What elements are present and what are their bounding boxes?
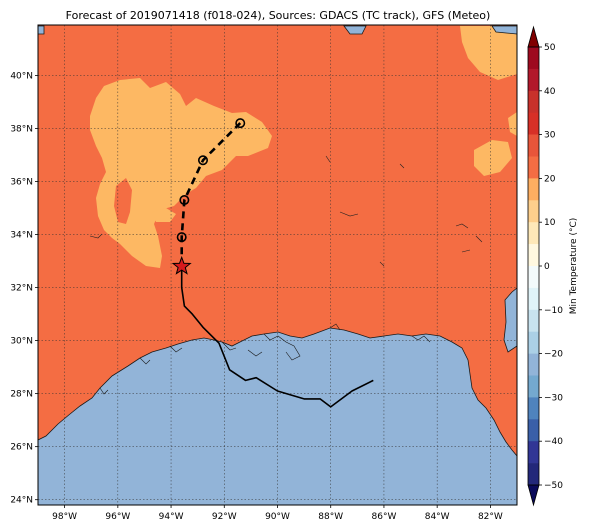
- colorbar-level: [528, 47, 539, 70]
- lat-tick-label: 28°N: [10, 390, 33, 400]
- colorbar-level: [528, 156, 539, 179]
- colorbar-level: [528, 441, 539, 464]
- figure-title: Forecast of 2019071418 (f018-024), Sourc…: [66, 9, 491, 22]
- colorbar-level: [528, 287, 539, 311]
- current-position-star-icon: [171, 255, 192, 275]
- colorbar-tick-label: −10: [544, 306, 563, 316]
- western-lake: [38, 25, 45, 35]
- lat-tick-label: 26°N: [10, 443, 33, 453]
- lat-tick-label: 24°N: [10, 496, 33, 506]
- colorbar-level: [528, 222, 539, 245]
- forecast-positions: [176, 118, 246, 243]
- colorbar-over-arrow-icon: [527, 25, 540, 48]
- colorbar-level: [528, 68, 539, 92]
- colorbar-level: [528, 331, 539, 354]
- colorbar-tick-label: 40: [544, 87, 556, 97]
- temperature-colorbar: 50 40 30 20 10 0 −10 −20 −30 −40 −50: [527, 25, 563, 507]
- lat-tick-label: 30°N: [10, 337, 33, 347]
- lat-tick-label: 34°N: [10, 231, 33, 241]
- colorbar-level: [528, 266, 539, 289]
- colorbar-tick-label: 30: [544, 131, 556, 141]
- graticule: [38, 25, 517, 505]
- colorbar-level: [528, 375, 539, 398]
- colorbar-tick-label: 50: [544, 43, 556, 53]
- lon-tick-label: 92°W: [212, 512, 237, 522]
- forecast-position-marker: [197, 155, 208, 166]
- forecast-position-marker: [235, 118, 246, 129]
- mild-temperature-region-north: [90, 78, 272, 268]
- lat-tick-label: 32°N: [10, 284, 33, 294]
- latitude-ticks: 24°N 26°N 28°N 30°N 32°N 34°N 36°N 38°N 40°N: [10, 71, 38, 506]
- lon-tick-label: 96°W: [105, 512, 130, 522]
- lat-tick-label: 40°N: [10, 71, 33, 81]
- colorbar-tick-label: −50: [544, 481, 563, 491]
- colorbar-level: [528, 353, 539, 376]
- colorbar-level: [528, 463, 539, 486]
- colorbar-tick-label: 0: [544, 262, 550, 272]
- forecast-position-marker: [176, 232, 187, 243]
- colorbar-level: [528, 134, 539, 157]
- colorbar-label: Min Temperature (°C): [569, 218, 579, 315]
- lon-tick-label: 90°W: [265, 512, 290, 522]
- colorbar-level: [528, 178, 539, 201]
- colorbar-level: [528, 112, 539, 135]
- gulf-of-mexico: [38, 327, 517, 505]
- lon-tick-label: 86°W: [372, 512, 397, 522]
- colorbar-tick-label: 20: [544, 174, 556, 184]
- inland-lakes-outline: [89, 155, 483, 267]
- colorbar-level: [528, 419, 539, 442]
- mild-temperature-patch-east: [474, 140, 512, 176]
- lon-tick-label: 94°W: [159, 512, 184, 522]
- longitude-ticks: 98°W 96°W 94°W 92°W 90°W 88°W 86°W 84°W 82°W: [52, 505, 503, 522]
- colorbar-tick-label: −40: [544, 437, 563, 447]
- forecast-position-marker: [179, 195, 190, 206]
- lat-tick-label: 38°N: [10, 124, 33, 134]
- colorbar-tick-label: 10: [544, 218, 556, 228]
- mild-temperature-patch-east-small: [508, 112, 517, 136]
- lat-tick-label: 36°N: [10, 177, 33, 187]
- northeast-lake: [491, 25, 517, 35]
- forecast-storm-track: [180, 122, 242, 267]
- warm-temperature-pocket: [114, 178, 132, 224]
- map-panel: [38, 25, 517, 505]
- past-storm-track: [180, 266, 374, 408]
- colorbar-under-arrow-icon: [527, 484, 540, 507]
- mild-temperature-region-northeast: [460, 26, 517, 80]
- lon-tick-label: 88°W: [318, 512, 343, 522]
- colorbar-tick-label: −20: [544, 350, 563, 360]
- colorbar-level: [528, 244, 539, 267]
- lon-tick-label: 84°W: [425, 512, 450, 522]
- lon-tick-label: 98°W: [52, 512, 77, 522]
- mild-temperature-patch-central: [152, 208, 176, 222]
- colorbar-level: [528, 309, 539, 332]
- colorbar-level: [528, 90, 539, 113]
- colorbar-level: [528, 200, 539, 223]
- northern-lake: [343, 25, 367, 35]
- colorbar-level: [528, 397, 539, 420]
- atlantic-ocean-corner: [503, 287, 517, 353]
- colorbar-tick-label: −30: [544, 393, 563, 403]
- coastline-detail: [99, 323, 431, 395]
- lon-tick-label: 82°W: [478, 512, 503, 522]
